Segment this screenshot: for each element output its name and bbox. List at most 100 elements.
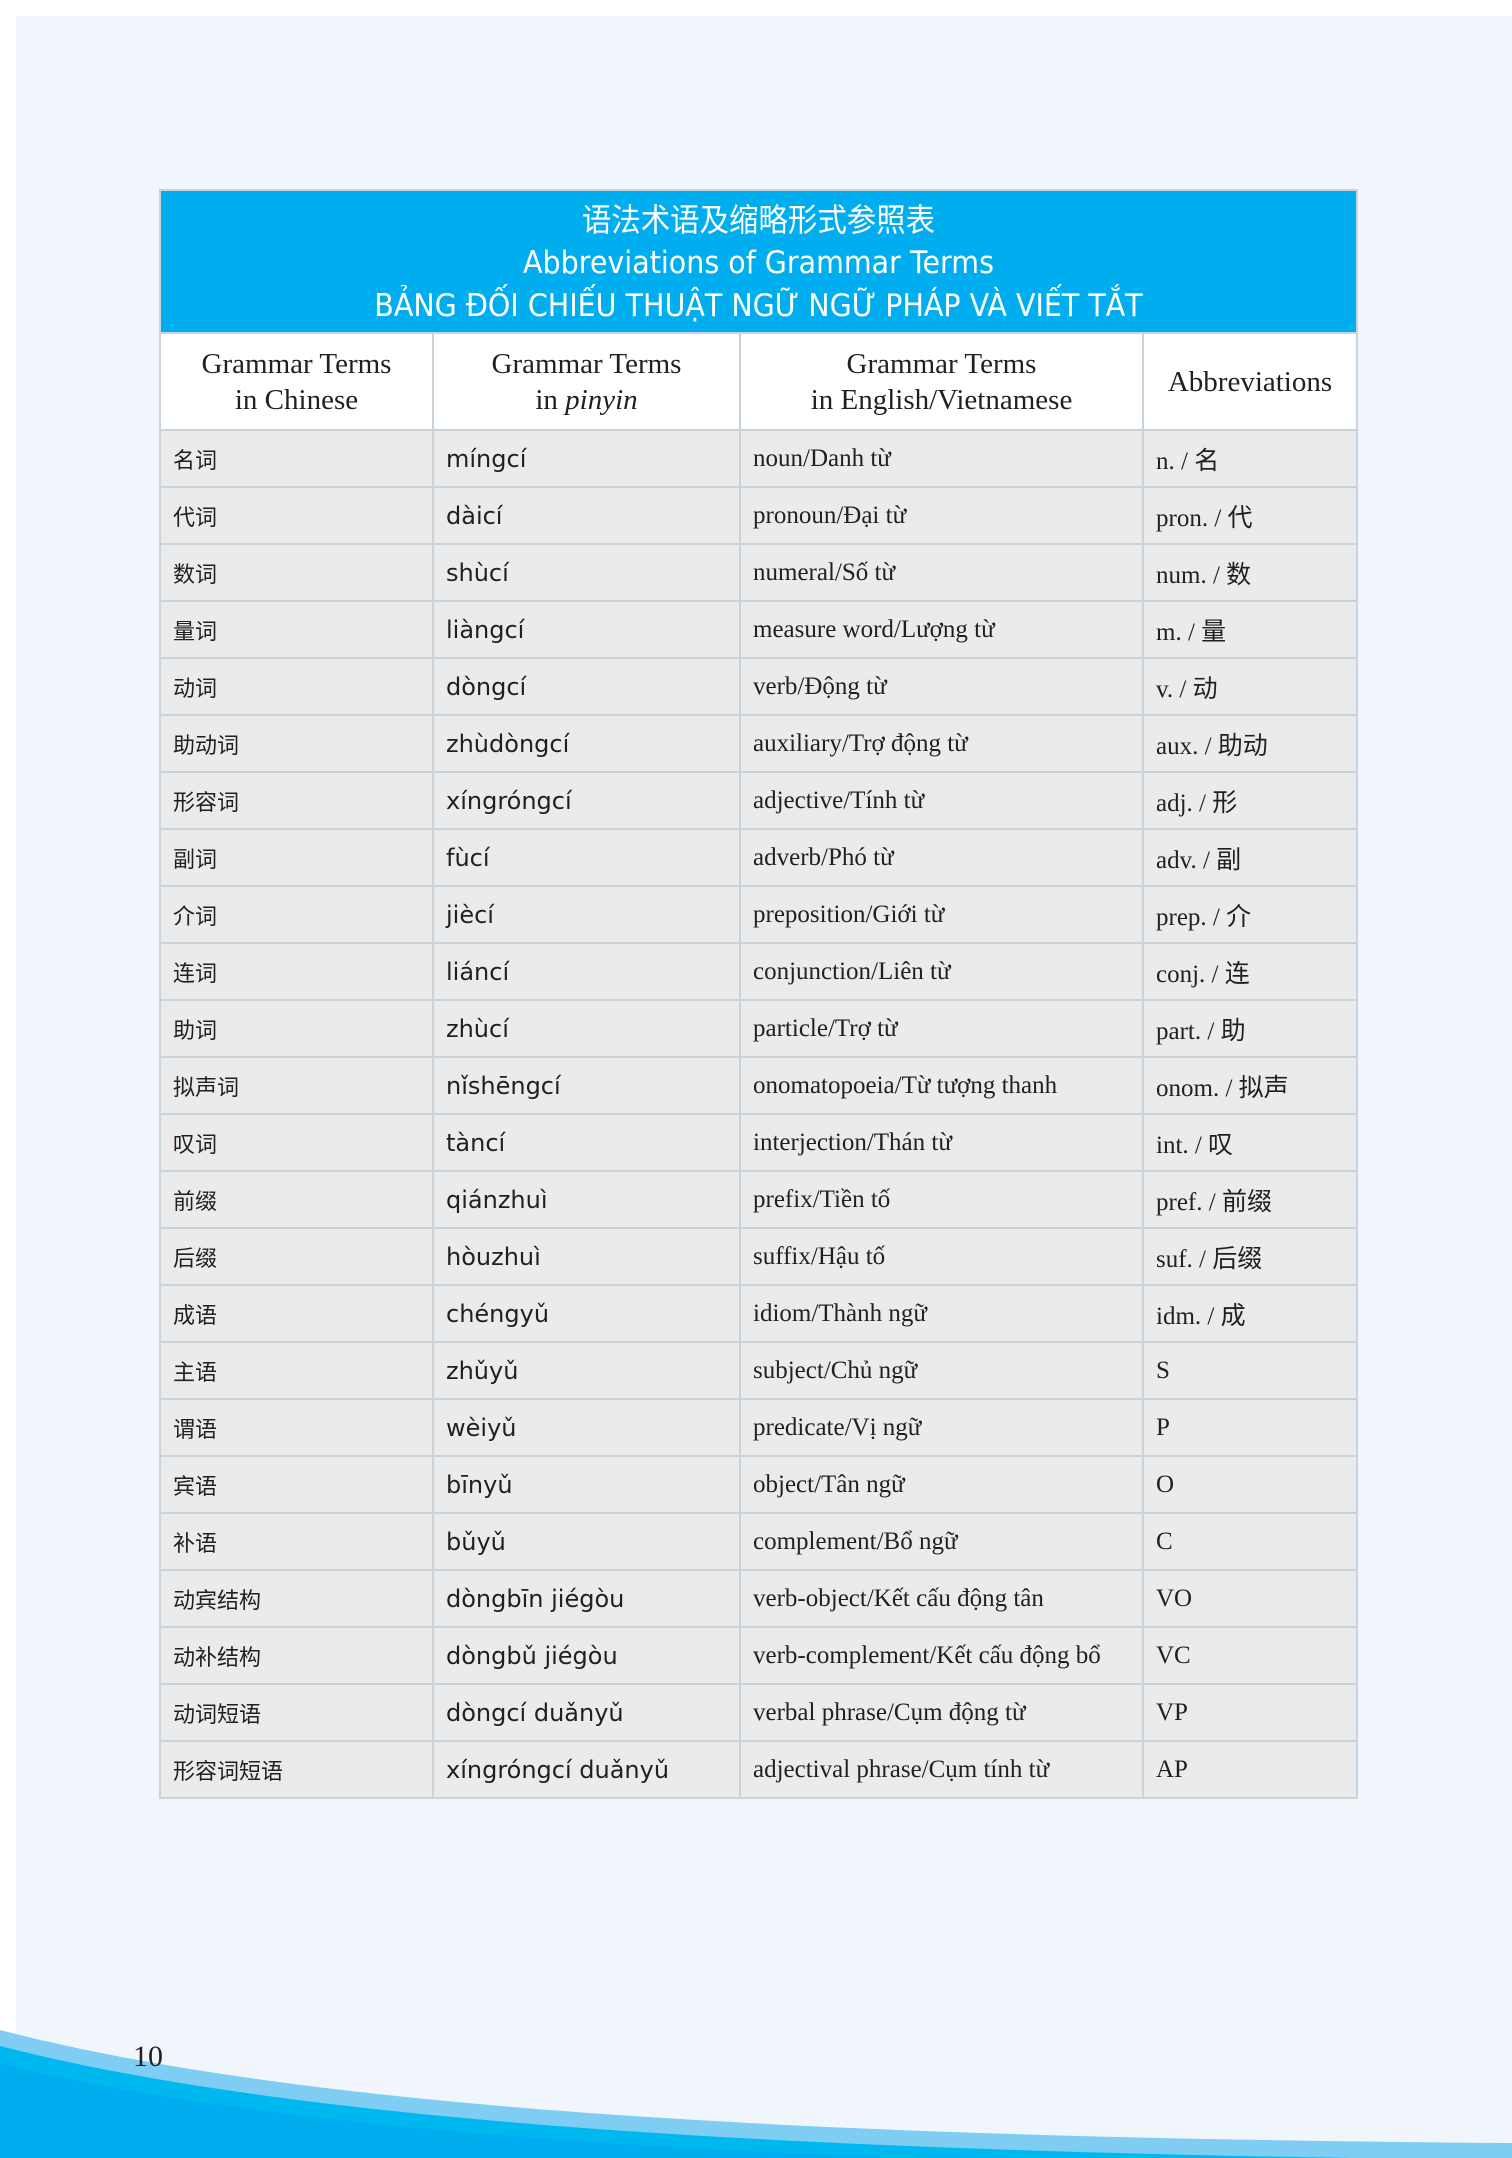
table-row: 宾语 bīnyǔ object/Tân ngữ O [161, 1455, 1356, 1512]
english-vietnamese-term: adverb/Phó từ [741, 830, 1144, 885]
chinese-term: 补语 [161, 1514, 434, 1569]
abbreviation: O [1156, 1470, 1175, 1498]
table-row: 主语 zhǔyǔ subject/Chủ ngữ S [161, 1341, 1356, 1398]
chinese-term: 前缀 [161, 1172, 434, 1227]
pinyin-term: xíngróngcí [434, 773, 741, 828]
chinese-term: 谓语 [161, 1400, 434, 1455]
header-line: in [535, 383, 566, 416]
pinyin-term: qiánzhuì [434, 1172, 741, 1227]
chinese-term: 代词 [161, 488, 434, 543]
table-row: 谓语 wèiyǔ predicate/Vị ngữ P [161, 1398, 1356, 1455]
header-line: in English/Vietnamese [810, 383, 1073, 416]
chinese-term: 副词 [161, 830, 434, 885]
pinyin-term: bǔyǔ [434, 1514, 741, 1569]
title-english: Abbreviations of Grammar Terms [523, 245, 994, 281]
chinese-term: 量词 [161, 602, 434, 657]
abbreviation: VP [1156, 1698, 1188, 1726]
chinese-term: 动补结构 [161, 1628, 434, 1683]
abbreviation: adj. / 形 [1156, 789, 1238, 817]
abbreviation: n. / 名 [1156, 447, 1220, 475]
chinese-term: 动词短语 [161, 1685, 434, 1740]
pinyin-term: liáncí [434, 944, 741, 999]
header-english: Grammar Terms in English/Vietnamese [741, 334, 1144, 429]
chinese-term: 介词 [161, 887, 434, 942]
english-vietnamese-term: prefix/Tiền tố [741, 1172, 1144, 1227]
header-chinese: Grammar Terms in Chinese [161, 334, 434, 429]
bottom-wave-decoration [0, 2030, 1512, 2158]
abbreviation: idm. / 成 [1156, 1302, 1246, 1330]
abbreviation: pron. / 代 [1156, 504, 1253, 532]
header-line: Grammar Terms [846, 347, 1037, 380]
chinese-term: 后缀 [161, 1229, 434, 1284]
table-row: 前缀 qiánzhuì prefix/Tiền tố pref. / 前缀 [161, 1170, 1356, 1227]
table-body: 名词 míngcí noun/Danh từ n. / 名代词 dàicí pronoun… [161, 429, 1356, 1797]
pinyin-term: dòngbīn jiégòu [434, 1571, 741, 1626]
table-row: 数词 shùcí numeral/Số từ num. / 数 [161, 543, 1356, 600]
abbreviation: adv. / 副 [1156, 846, 1242, 874]
chinese-term: 形容词 [161, 773, 434, 828]
english-vietnamese-term: pronoun/Đại từ [741, 488, 1144, 543]
pinyin-term: míngcí [434, 431, 741, 486]
abbreviation: VO [1156, 1584, 1193, 1612]
chinese-term: 形容词短语 [161, 1742, 434, 1797]
table-row: 动词短语 dòngcí duǎnyǔ verbal phrase/Cụm động … [161, 1683, 1356, 1740]
table-row: 副词 fùcí adverb/Phó từ adv. / 副 [161, 828, 1356, 885]
table-row: 成语 chéngyǔ idiom/Thành ngữ idm. / 成 [161, 1284, 1356, 1341]
table-row: 叹词 tàncí interjection/Thán từ int. / 叹 [161, 1113, 1356, 1170]
chinese-term: 成语 [161, 1286, 434, 1341]
pinyin-term: wèiyǔ [434, 1400, 741, 1455]
pinyin-term: zhùdòngcí [434, 716, 741, 771]
table-row: 量词 liàngcí measure word/Lượng từ m. / 量 [161, 600, 1356, 657]
table-row: 连词 liáncí conjunction/Liên từ conj. / 连 [161, 942, 1356, 999]
chinese-term: 拟声词 [161, 1058, 434, 1113]
page-number: 10 [133, 2040, 163, 2073]
english-vietnamese-term: verb-complement/Kết cấu động bổ [741, 1628, 1144, 1683]
abbreviation: S [1156, 1356, 1170, 1384]
header-pinyin: Grammar Terms in pinyin [434, 334, 741, 429]
abbreviation: m. / 量 [1156, 618, 1227, 646]
abbreviation: int. / 叹 [1156, 1131, 1234, 1159]
english-vietnamese-term: subject/Chủ ngữ [741, 1343, 1144, 1398]
table-row: 代词 dàicí pronoun/Đại từ pron. / 代 [161, 486, 1356, 543]
table-row: 助动词 zhùdòngcí auxiliary/Trợ động từ aux. / … [161, 714, 1356, 771]
pinyin-term: liàngcí [434, 602, 741, 657]
header-line: Grammar Terms [491, 347, 682, 380]
pinyin-term: tàncí [434, 1115, 741, 1170]
abbreviation: aux. / 助动 [1156, 732, 1268, 760]
pinyin-term: dòngbǔ jiégòu [434, 1628, 741, 1683]
chinese-term: 助动词 [161, 716, 434, 771]
header-italic: pinyin [565, 383, 638, 416]
english-vietnamese-term: auxiliary/Trợ động từ [741, 716, 1144, 771]
table-row: 助词 zhùcí particle/Trợ từ part. / 助 [161, 999, 1356, 1056]
grammar-abbreviations-table: 语法术语及缩略形式参照表 Abbreviations of Grammar Te… [159, 189, 1358, 1799]
abbreviation: prep. / 介 [1156, 903, 1252, 931]
chinese-term: 叹词 [161, 1115, 434, 1170]
english-vietnamese-term: adjective/Tính từ [741, 773, 1144, 828]
english-vietnamese-term: verb-object/Kết cấu động tân [741, 1571, 1144, 1626]
pinyin-term: jiècí [434, 887, 741, 942]
abbreviation: VC [1156, 1641, 1191, 1669]
english-vietnamese-term: complement/Bổ ngữ [741, 1514, 1144, 1569]
chinese-term: 宾语 [161, 1457, 434, 1512]
header-line: in Chinese [234, 383, 359, 416]
english-vietnamese-term: conjunction/Liên từ [741, 944, 1144, 999]
chinese-term: 动词 [161, 659, 434, 714]
table-row: 补语 bǔyǔ complement/Bổ ngữ C [161, 1512, 1356, 1569]
abbreviation: num. / 数 [1156, 561, 1252, 589]
pinyin-term: nǐshēngcí [434, 1058, 741, 1113]
pinyin-term: dòngcí [434, 659, 741, 714]
chinese-term: 动宾结构 [161, 1571, 434, 1626]
pinyin-term: dàicí [434, 488, 741, 543]
english-vietnamese-term: noun/Danh từ [741, 431, 1144, 486]
pinyin-term: zhùcí [434, 1001, 741, 1056]
chinese-term: 名词 [161, 431, 434, 486]
pinyin-term: dòngcí duǎnyǔ [434, 1685, 741, 1740]
abbreviation: C [1156, 1527, 1173, 1555]
english-vietnamese-term: object/Tân ngữ [741, 1457, 1144, 1512]
abbreviation: conj. / 连 [1156, 960, 1250, 988]
abbreviation: suf. / 后缀 [1156, 1245, 1263, 1273]
table-row: 动词 dòngcí verb/Động từ v. / 动 [161, 657, 1356, 714]
chinese-term: 连词 [161, 944, 434, 999]
english-vietnamese-term: predicate/Vị ngữ [741, 1400, 1144, 1455]
header-line: Grammar Terms [201, 347, 392, 380]
